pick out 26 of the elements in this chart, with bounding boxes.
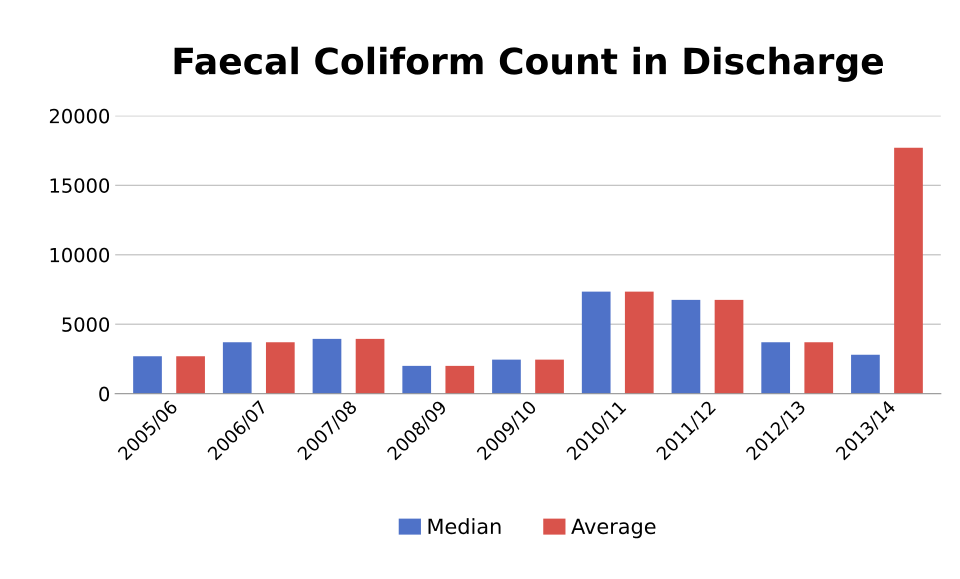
- bar: [851, 354, 880, 394]
- bar: [133, 356, 162, 394]
- bar: [582, 292, 611, 394]
- bar: [624, 292, 654, 394]
- bar: [266, 342, 295, 394]
- bar: [761, 342, 790, 394]
- chart-title: Faecal Coliform Count in Discharge: [174, 46, 883, 82]
- y-tick-label: 0: [99, 386, 110, 402]
- bar: [714, 300, 744, 394]
- legend-label: Average: [571, 518, 656, 538]
- legend-label: Median: [428, 518, 501, 534]
- bar: [356, 338, 384, 394]
- bar: [445, 366, 474, 394]
- y-tick-label: 10000: [50, 248, 110, 262]
- bar: [535, 360, 564, 394]
- bar: [176, 356, 205, 394]
- bar: [894, 148, 923, 394]
- bar: [804, 342, 834, 394]
- bar: [312, 338, 342, 394]
- y-tick-label: 20000: [50, 108, 110, 124]
- y-tick-label: 15000: [50, 178, 110, 193]
- y-tick-label: 5000: [62, 317, 110, 332]
- bar: [222, 342, 252, 394]
- bar: [402, 366, 432, 394]
- bar: [672, 300, 700, 394]
- bar: [492, 360, 521, 394]
